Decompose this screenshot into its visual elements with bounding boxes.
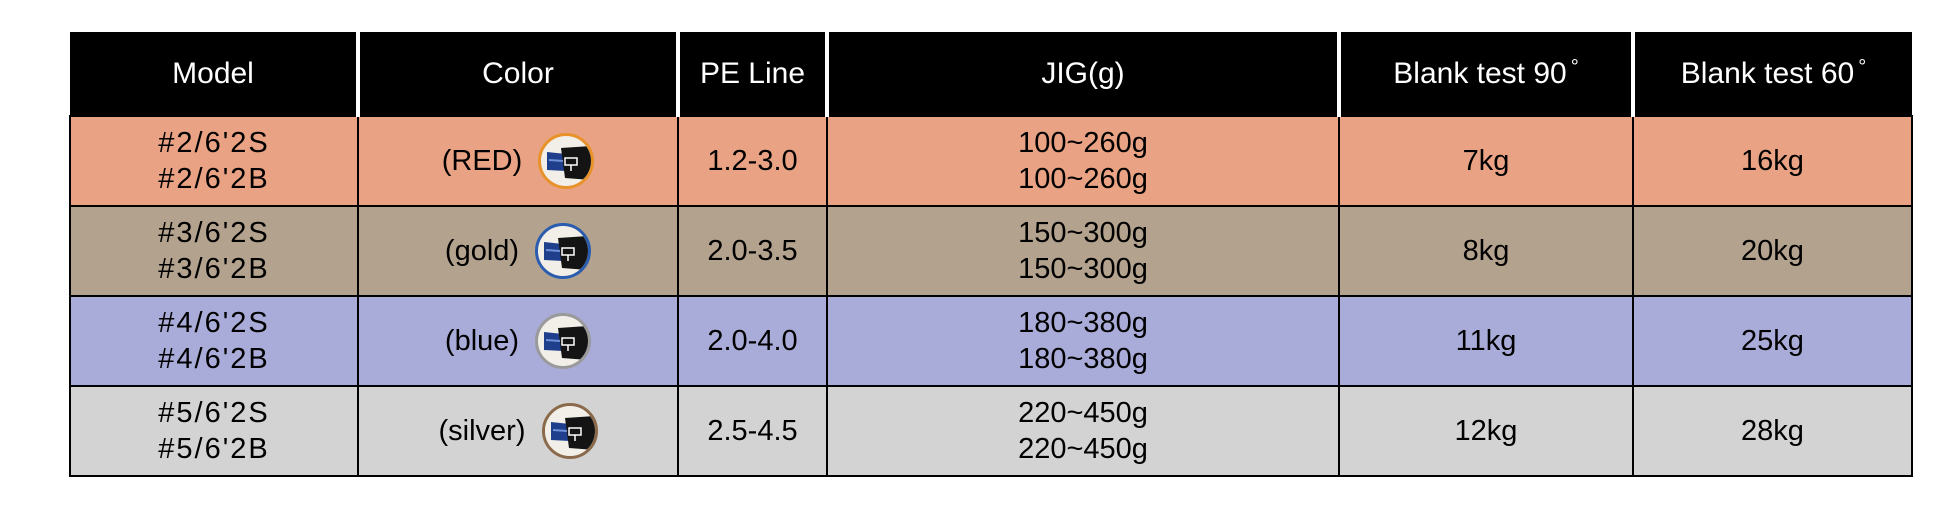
jig-s: 180~380g	[1018, 307, 1148, 339]
model-b: #5/6'2B	[158, 433, 270, 465]
model-cell: #5/6'2S #5/6'2B	[69, 385, 359, 477]
color-cell: (silver)	[357, 385, 679, 477]
jig-cell: 220~450g 220~450g	[826, 385, 1340, 477]
header-blank-test-60: Blank test 60 °	[1631, 32, 1912, 116]
color-label: (gold)	[444, 235, 520, 267]
color-cell: (gold)	[357, 205, 679, 297]
header-blank-test-90-label: Blank test 90	[1393, 57, 1567, 90]
rod-guide-silver-icon	[541, 403, 598, 459]
model-s: #5/6'2S	[158, 397, 270, 429]
model-s: #3/6'2S	[158, 217, 270, 249]
table-row: #4/6'2S #4/6'2B (blue) 2.0-4.0 180~380g …	[69, 295, 1913, 387]
blank-test-60-cell: 16kg	[1632, 115, 1913, 207]
blank-test-90-cell: 12kg	[1338, 385, 1634, 477]
jig-b: 150~300g	[1018, 253, 1148, 285]
pe-line-cell: 2.0-3.5	[677, 205, 828, 297]
degree-symbol: °	[1858, 56, 1867, 78]
jig-s: 100~260g	[1018, 127, 1148, 159]
jig-b: 180~380g	[1018, 343, 1148, 375]
model-b: #4/6'2B	[158, 343, 270, 375]
model-b: #3/6'2B	[158, 253, 270, 285]
blank-test-90-cell: 8kg	[1338, 205, 1634, 297]
model-cell: #3/6'2S #3/6'2B	[69, 205, 359, 297]
header-jig: JIG(g)	[825, 32, 1339, 116]
degree-symbol: °	[1570, 56, 1579, 78]
model-s: #2/6'2S	[158, 127, 270, 159]
model-s: #4/6'2S	[158, 307, 270, 339]
pe-line-cell: 1.2-3.0	[677, 115, 828, 207]
header-model: Model	[70, 32, 358, 116]
rod-guide-blue-icon	[535, 313, 592, 369]
jig-cell: 150~300g 150~300g	[826, 205, 1340, 297]
model-cell: #2/6'2S #2/6'2B	[69, 115, 359, 207]
table-row: #5/6'2S #5/6'2B (silver) 2.5-4.5 220~450…	[69, 385, 1913, 477]
table-row: #3/6'2S #3/6'2B (gold) 2.0-3.5 150~300g …	[69, 205, 1913, 297]
header-pe-line: PE Line	[676, 32, 827, 116]
pe-line-cell: 2.0-4.0	[677, 295, 828, 387]
rod-guide-gold-icon	[535, 223, 592, 279]
blank-test-60-cell: 25kg	[1632, 295, 1913, 387]
jig-cell: 100~260g 100~260g	[826, 115, 1340, 207]
color-cell: (blue)	[357, 295, 679, 387]
jig-cell: 180~380g 180~380g	[826, 295, 1340, 387]
jig-s: 220~450g	[1018, 397, 1148, 429]
color-label: (blue)	[444, 325, 520, 357]
jig-b: 220~450g	[1018, 433, 1148, 465]
table-row: #2/6'2S #2/6'2B (RED) 1.2-3.0 100~260g 1…	[69, 115, 1913, 207]
blank-test-90-cell: 11kg	[1338, 295, 1634, 387]
blank-test-60-cell: 28kg	[1632, 385, 1913, 477]
model-b: #2/6'2B	[158, 163, 270, 195]
spec-table: Model Color PE Line JIG(g) Blank test 90…	[69, 32, 1913, 477]
header-blank-test-60-label: Blank test 60	[1680, 57, 1855, 90]
color-cell: (RED)	[357, 115, 679, 207]
color-label: (RED)	[441, 145, 523, 177]
jig-s: 150~300g	[1018, 217, 1148, 249]
rod-guide-red-icon	[538, 133, 595, 189]
table-body: #2/6'2S #2/6'2B (RED) 1.2-3.0 100~260g 1…	[69, 115, 1913, 477]
pe-line-cell: 2.5-4.5	[677, 385, 828, 477]
header-row: Model Color PE Line JIG(g) Blank test 90…	[70, 32, 1912, 116]
blank-test-60-cell: 20kg	[1632, 205, 1913, 297]
color-label: (silver)	[438, 415, 526, 447]
model-cell: #4/6'2S #4/6'2B	[69, 295, 359, 387]
header-blank-test-90: Blank test 90 °	[1337, 32, 1633, 116]
header-color: Color	[356, 32, 678, 116]
jig-b: 100~260g	[1018, 163, 1148, 195]
blank-test-90-cell: 7kg	[1338, 115, 1634, 207]
